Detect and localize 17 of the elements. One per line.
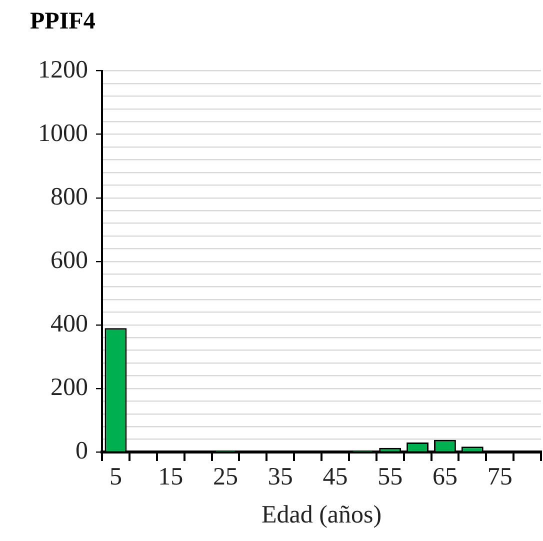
x-tick-label: 35 — [268, 464, 293, 491]
x-axis-title: Edad (años) — [261, 502, 382, 529]
y-tick-label: 1200 — [38, 56, 88, 84]
x-tick-label: 45 — [322, 464, 348, 491]
x-tick-label: 65 — [432, 464, 458, 491]
y-tick-label: 600 — [50, 246, 88, 274]
y-tick-label: 200 — [50, 374, 88, 402]
chart-title: PPIF4 — [30, 8, 96, 35]
y-tick-label: 0 — [76, 438, 88, 465]
x-tick-label: 25 — [212, 464, 238, 491]
y-tick-label: 800 — [50, 183, 88, 210]
x-tick-label: 55 — [378, 464, 403, 491]
x-tick-label: 5 — [109, 464, 122, 491]
x-tick-label: 15 — [158, 464, 184, 491]
y-tick-label: 1000 — [38, 120, 88, 147]
y-tick-label: 400 — [50, 310, 88, 338]
x-tick-label: 75 — [487, 464, 512, 491]
